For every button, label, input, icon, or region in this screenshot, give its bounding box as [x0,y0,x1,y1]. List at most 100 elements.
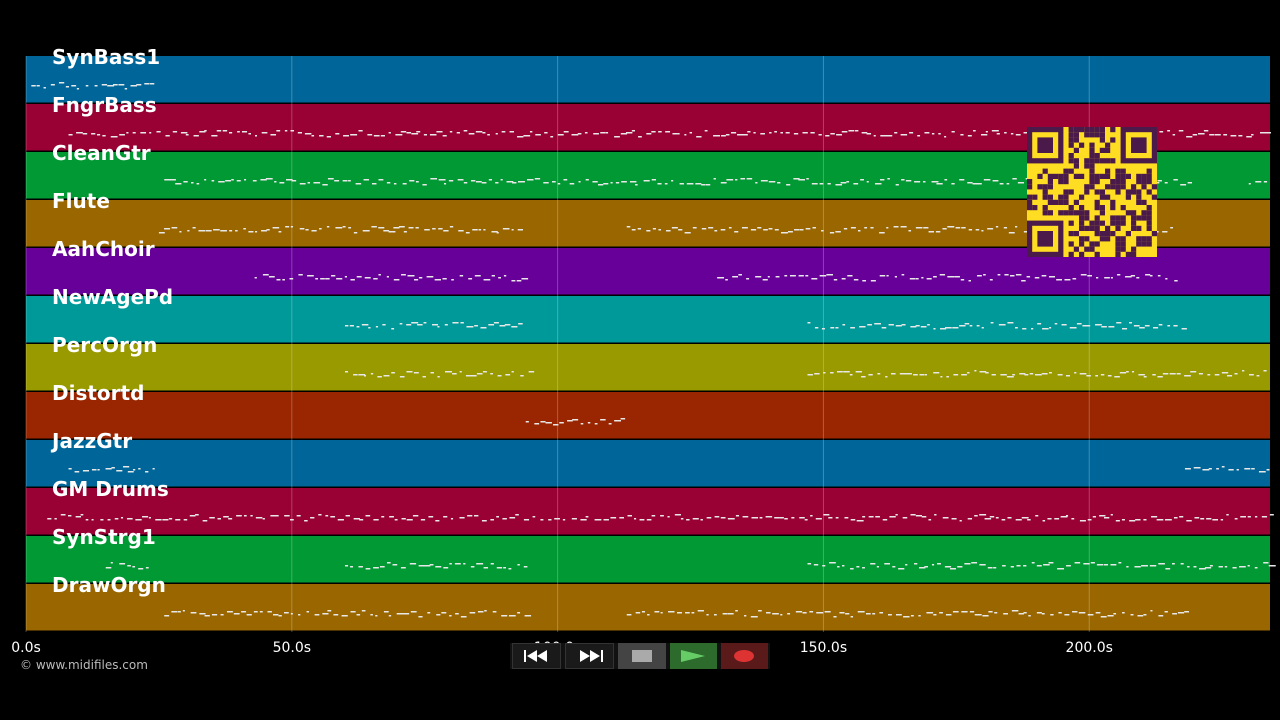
track-label: JazzGtr [50,429,132,453]
note-mark [1198,373,1203,375]
note-mark [991,130,999,132]
note-mark [394,519,398,521]
note-mark [512,182,517,184]
note-mark [465,375,473,377]
note-mark [1087,519,1092,521]
note-mark [917,135,921,137]
note-mark [1177,612,1185,614]
note-mark [529,131,533,133]
note-mark [1260,132,1267,134]
note-mark [614,420,622,422]
note-mark [1103,564,1109,566]
axis-tick-label: 200.0s [1066,640,1113,656]
note-mark [1064,279,1071,281]
note-mark [180,132,188,134]
rewind-button[interactable] [512,643,562,669]
track-label: Flute [52,189,110,213]
note-mark [406,132,412,134]
note-mark [371,183,377,185]
note-mark [118,84,125,86]
record-button[interactable] [720,643,769,669]
note-mark [68,515,72,517]
note-mark [60,514,66,516]
note-mark [1162,373,1169,375]
note-mark [400,131,407,133]
note-mark [1122,612,1125,614]
note-mark [1095,375,1098,377]
note-mark [241,131,248,133]
note-mark [411,133,419,135]
note-mark [1107,615,1114,617]
note-mark [417,324,423,326]
note-mark [470,566,475,568]
track-lane [26,584,1270,631]
note-mark [272,614,279,616]
note-mark [424,229,430,231]
note-mark [1180,184,1187,186]
track-label: SynStrg1 [52,525,156,549]
note-mark [1072,278,1077,280]
note-mark [569,183,575,185]
note-mark [259,611,263,613]
note-mark [759,517,763,519]
note-mark [1048,276,1056,278]
note-mark [603,183,609,185]
stop-button[interactable] [618,643,666,669]
note-mark [177,611,181,613]
note-mark [730,132,737,134]
note-mark [614,136,620,138]
note-mark [545,422,552,424]
note-mark [794,229,800,231]
note-mark [1065,515,1069,517]
note-mark [849,374,853,376]
note-mark [1187,566,1190,568]
note-mark [889,516,896,518]
note-mark [885,135,893,137]
note-mark [866,133,872,135]
note-mark [393,183,397,185]
note-mark [36,85,40,87]
note-mark [841,131,848,133]
note-mark [840,182,847,184]
note-mark [456,132,460,134]
note-mark [806,178,809,180]
note-mark [1149,565,1157,567]
note-mark [633,518,637,520]
note-mark [459,517,465,519]
note-mark [704,130,708,132]
note-mark [365,568,371,570]
note-mark [156,131,161,133]
note-mark [393,279,400,281]
note-mark [1199,568,1206,570]
note-mark [1001,519,1006,521]
note-mark [1095,324,1102,326]
note-mark [1136,277,1140,279]
note-mark [952,327,959,329]
note-mark [637,228,642,230]
note-mark [855,371,862,373]
note-mark [478,229,482,231]
note-mark [1212,519,1219,521]
play-button[interactable] [669,643,717,669]
note-mark [922,181,926,183]
note-mark [412,515,419,517]
note-mark [789,275,796,277]
note-mark [646,133,652,135]
note-mark [822,565,826,567]
note-mark [787,231,793,233]
note-mark [298,274,303,276]
note-mark [1021,280,1026,282]
note-mark [406,324,412,326]
note-mark [976,275,982,277]
note-mark [1221,466,1225,468]
fast-forward-button[interactable] [565,643,615,669]
note-mark [523,519,530,521]
note-mark [1122,328,1128,330]
note-mark [1087,614,1094,616]
note-mark [107,85,115,87]
note-mark [969,611,975,613]
note-mark [923,227,929,229]
note-mark [158,232,165,234]
note-mark [643,180,650,182]
note-mark [482,371,487,373]
